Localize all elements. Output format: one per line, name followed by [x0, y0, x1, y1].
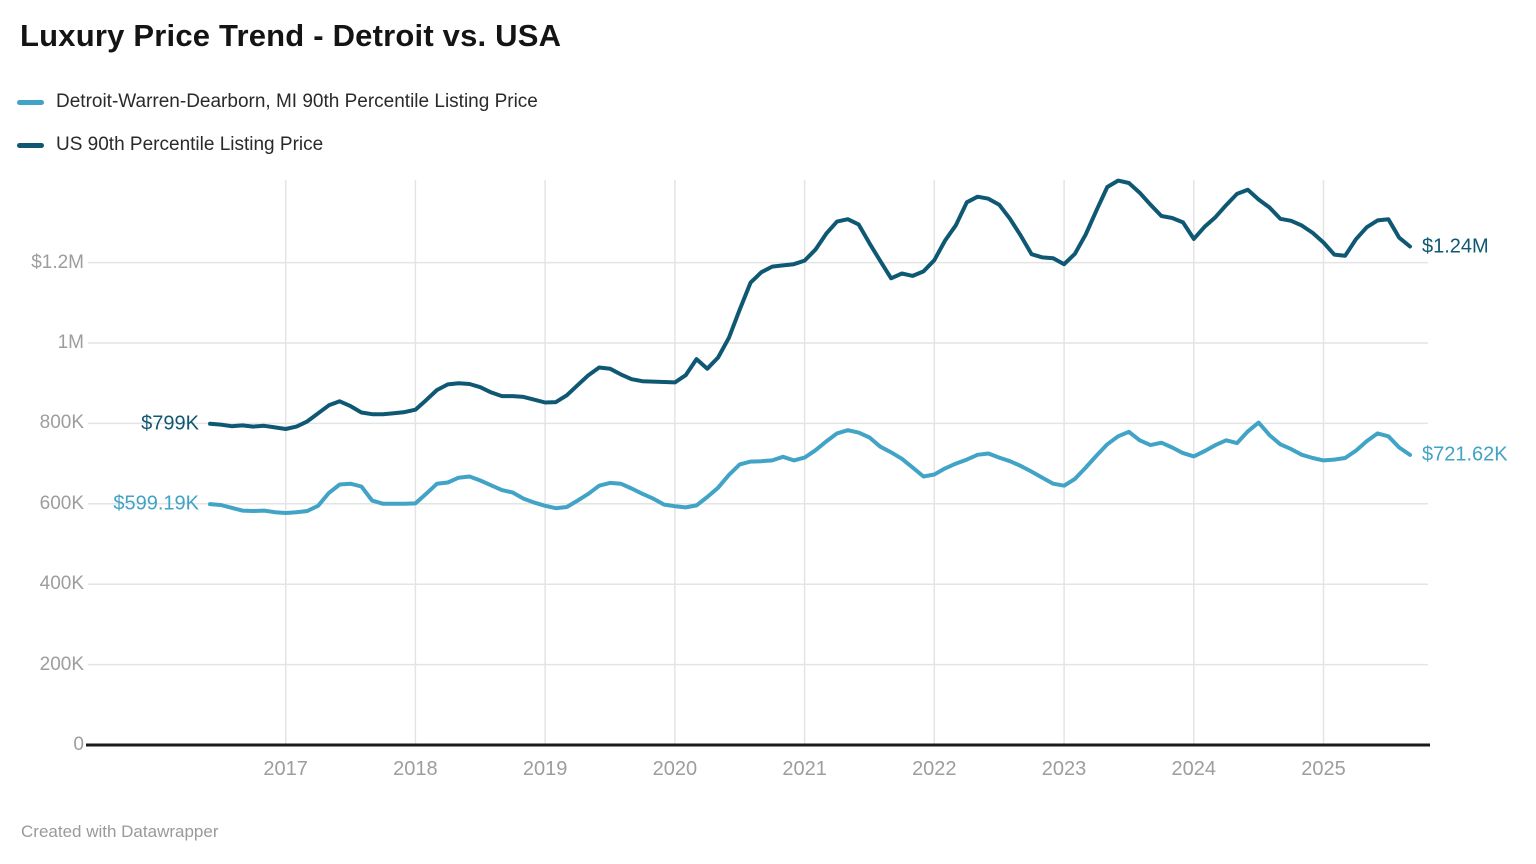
us-series-swatch: [17, 142, 44, 148]
y-tick-label: 400K: [39, 573, 84, 595]
x-tick-label: 2023: [1041, 758, 1087, 780]
legend-item-us: US 90th Percentile Listing Price: [17, 133, 538, 157]
detroit-series-line[interactable]: [208, 420, 1412, 515]
detroit-series-start-value-label: $599.19K: [113, 492, 199, 515]
us-series-line[interactable]: [208, 178, 1412, 431]
x-tick-label: 2017: [263, 758, 308, 780]
legend-label-detroit: Detroit-Warren-Dearborn, MI 90th Percent…: [56, 91, 538, 112]
x-tick-label: 2022: [912, 758, 957, 780]
attribution-footer: Created with Datawrapper: [21, 822, 219, 841]
x-tick-label: 2019: [522, 758, 568, 780]
y-tick-label: 200K: [39, 653, 84, 675]
x-tick-label: 2020: [652, 758, 698, 780]
y-tick-label: 1M: [57, 332, 84, 353]
legend: Detroit-Warren-Dearborn, MI 90th Percent…: [17, 90, 538, 176]
legend-label-us: US 90th Percentile Listing Price: [56, 134, 324, 155]
detroit-series-swatch: [17, 99, 44, 105]
detroit-series-end-value-label: $721.62K: [1421, 443, 1508, 466]
y-tick-label: 0: [73, 734, 84, 755]
x-tick-label: 2025: [1301, 758, 1346, 780]
y-tick-label: 800K: [39, 412, 84, 434]
x-tick-label: 2018: [393, 758, 438, 780]
y-tick-label: $1.2M: [31, 251, 84, 273]
legend-item-detroit: Detroit-Warren-Dearborn, MI 90th Percent…: [17, 90, 538, 114]
page-title: Luxury Price Trend - Detroit vs. USA: [20, 18, 562, 53]
us-series-start-value-label: $799K: [141, 412, 199, 435]
us-series-end-value-label: $1.24M: [1421, 235, 1489, 258]
x-tick-label: 2021: [782, 758, 827, 780]
y-tick-label: 600K: [39, 492, 84, 514]
x-tick-label: 2024: [1171, 758, 1217, 780]
